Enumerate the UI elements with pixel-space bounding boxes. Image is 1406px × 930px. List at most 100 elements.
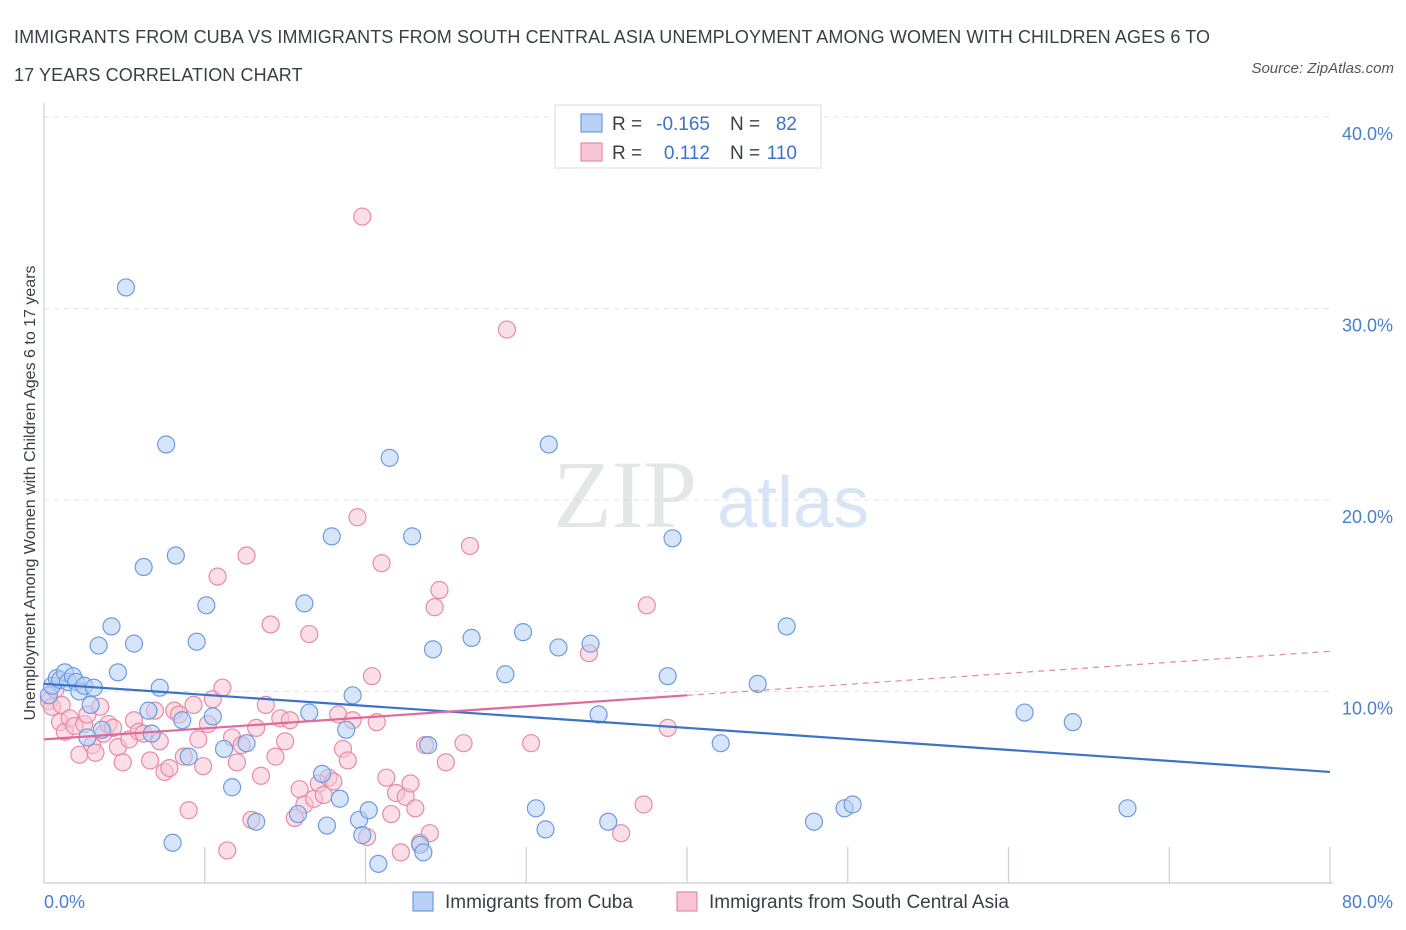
data-point-sca <box>436 753 455 772</box>
data-point-sca <box>372 554 391 573</box>
gridlines <box>44 116 1333 692</box>
data-point-sca <box>300 624 319 644</box>
trendline-cuba <box>43 682 1331 774</box>
data-point-cuba <box>197 596 216 615</box>
data-point-cuba <box>179 747 198 766</box>
legend-n-value-sca: 110 <box>767 143 797 164</box>
data-point-cuba <box>139 701 158 720</box>
data-point-sca <box>353 207 372 226</box>
data-point-sca <box>189 730 208 749</box>
data-point-sca <box>179 801 198 820</box>
legend-r-value-sca: 0.112 <box>664 143 710 164</box>
data-point-sca <box>634 795 653 814</box>
data-point-cuba <box>419 736 438 755</box>
data-point-cuba <box>157 435 176 454</box>
data-point-cuba <box>359 801 378 820</box>
data-point-sca <box>194 757 213 776</box>
data-point-cuba <box>116 278 136 297</box>
data-point-cuba <box>526 799 545 818</box>
data-point-cuba <box>150 678 169 697</box>
data-point-cuba <box>330 789 349 808</box>
data-point-sca <box>261 615 280 634</box>
data-point-sca <box>348 508 367 527</box>
data-point-cuba <box>102 617 121 636</box>
data-point-cuba <box>322 527 341 546</box>
data-point-sca <box>52 695 71 715</box>
data-point-cuba <box>748 674 767 693</box>
data-point-sca <box>227 753 246 772</box>
x-tick-label-max: 80.0% <box>1342 892 1393 912</box>
data-point-sca <box>160 758 179 778</box>
data-point-cuba <box>166 546 185 565</box>
legend-n-label-cuba: N = <box>730 114 760 135</box>
data-point-cuba <box>711 734 730 753</box>
data-point-cuba <box>187 632 206 651</box>
data-point-sca <box>497 320 517 339</box>
data-point-sca <box>280 711 300 730</box>
data-point-cuba <box>317 816 337 835</box>
data-point-cuba <box>124 634 144 653</box>
series-cuba <box>39 278 1137 873</box>
trendline-sca <box>43 694 688 741</box>
y-tick-labels: 10.0% 20.0% 30.0% 40.0% <box>1342 124 1393 719</box>
bottom-legend-swatch-cuba <box>412 891 434 912</box>
data-point-sca <box>276 732 295 751</box>
legend-n-value-cuba: 82 <box>776 114 797 135</box>
data-point-cuba <box>300 703 319 722</box>
data-point-cuba <box>549 638 568 657</box>
legend-r-label-sca: R = <box>612 143 642 164</box>
bottom-legend-swatch-sca <box>676 891 698 912</box>
data-point-cuba <box>380 448 399 467</box>
data-point-cuba <box>1015 703 1034 722</box>
data-point-cuba <box>843 795 862 814</box>
data-point-sca <box>430 580 449 600</box>
data-point-cuba <box>539 435 558 454</box>
y-tick-label: 20.0% <box>1342 507 1393 527</box>
legend-r-label-cuba: R = <box>612 114 642 135</box>
bottom-legend: Immigrants from Cuba Immigrants from Sou… <box>412 891 1009 913</box>
data-point-sca <box>460 536 480 556</box>
y-axis-label: Unemployment Among Women with Children A… <box>22 265 39 720</box>
data-point-sca <box>377 768 396 787</box>
data-point-cuba <box>214 739 234 759</box>
data-point-cuba <box>222 778 242 797</box>
data-point-cuba <box>369 854 388 873</box>
legend-swatch-cuba <box>580 113 603 133</box>
data-point-cuba <box>423 640 443 659</box>
data-point-cuba <box>237 734 256 753</box>
data-point-sca <box>521 734 541 753</box>
data-point-cuba <box>142 724 161 743</box>
data-point-cuba <box>663 529 682 548</box>
data-point-sca <box>425 598 444 617</box>
data-point-sca <box>86 743 105 762</box>
data-point-cuba <box>108 663 128 682</box>
data-point-sca <box>184 695 203 715</box>
data-point-cuba <box>804 812 824 831</box>
data-point-sca <box>113 753 132 772</box>
data-point-sca <box>237 546 256 565</box>
data-point-cuba <box>589 705 608 724</box>
data-point-cuba <box>414 843 433 862</box>
data-point-cuba <box>163 833 182 852</box>
data-point-cuba <box>403 527 422 546</box>
data-point-cuba <box>1063 713 1082 732</box>
bottom-legend-label-cuba: Immigrants from Cuba <box>445 892 633 913</box>
data-point-sca <box>391 843 410 862</box>
data-point-sca <box>362 667 382 686</box>
data-point-cuba <box>353 826 372 845</box>
data-point-cuba <box>295 594 314 613</box>
data-point-cuba <box>312 764 332 783</box>
data-point-cuba <box>1118 799 1137 818</box>
data-point-sca <box>454 734 473 753</box>
trendline-sca-extrapolated <box>686 650 1331 696</box>
stats-legend: R = -0.165 N = 82 R = 0.112 N = 110 <box>554 104 822 169</box>
data-point-sca <box>637 596 656 615</box>
data-point-cuba <box>247 812 266 831</box>
data-point-sca <box>218 841 237 860</box>
data-point-sca <box>382 804 401 824</box>
source-credit: Source: ZipAtlas.com <box>1251 60 1394 77</box>
data-point-sca <box>251 766 271 785</box>
data-point-cuba <box>581 634 600 653</box>
data-point-sca <box>208 567 227 586</box>
